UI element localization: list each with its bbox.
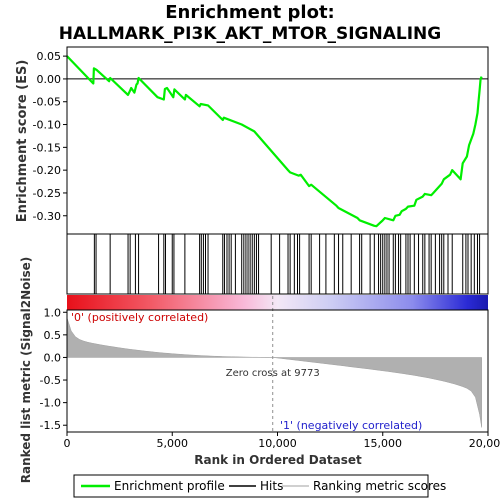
x-tick-label: 5,000 bbox=[157, 437, 189, 450]
metric-y-tick-label: -0.5 bbox=[40, 374, 61, 387]
es-y-tick-label: -0.25 bbox=[33, 187, 61, 200]
chart-title: Enrichment plot: bbox=[165, 2, 335, 23]
zero-cross-label: Zero cross at 9773 bbox=[226, 368, 320, 379]
negative-correlation-label: '1' (negatively correlated) bbox=[280, 419, 422, 432]
hits-panel bbox=[67, 234, 488, 294]
x-tick-label: 15,000 bbox=[364, 437, 403, 450]
es-y-tick-label: 0.05 bbox=[37, 50, 62, 63]
es-y-tick-label: -0.15 bbox=[33, 141, 61, 154]
x-tick-label: 0 bbox=[64, 437, 71, 450]
legend: Enrichment profile Hits Ranking metric s… bbox=[74, 475, 446, 497]
positive-correlation-label: '0' (positively correlated) bbox=[71, 311, 208, 324]
es-y-axis-label: Enrichment score (ES) bbox=[15, 60, 30, 223]
legend-label-metric: Ranking metric scores bbox=[313, 479, 446, 493]
es-y-tick-label: 0.00 bbox=[37, 73, 62, 86]
rank-color-bar bbox=[67, 295, 488, 310]
es-y-tick-label: -0.10 bbox=[33, 119, 61, 132]
metric-y-tick-label: 0.0 bbox=[44, 351, 62, 364]
x-tick-label: 20,000 bbox=[469, 437, 500, 450]
metric-y-axis-label: Ranked list metric (Signal2Noise) bbox=[19, 257, 33, 484]
es-plot-area bbox=[67, 47, 488, 234]
metric-y-tick-label: 0.5 bbox=[44, 329, 62, 342]
es-y-tick-label: -0.05 bbox=[33, 96, 61, 109]
es-y-tick-label: -0.30 bbox=[33, 210, 61, 223]
metric-panel: Zero cross at 9773 '0' (positively corre… bbox=[40, 296, 488, 432]
es-panel: 0.05 0.00 -0.05 -0.10 -0.15 -0.20 -0.25 -0.30 bbox=[33, 47, 488, 234]
legend-label-hits: Hits bbox=[260, 479, 283, 493]
legend-label-enrichment: Enrichment profile bbox=[114, 479, 225, 493]
x-axis-label: Rank in Ordered Dataset bbox=[194, 453, 362, 467]
x-tick-label: 10,000 bbox=[258, 437, 297, 450]
metric-y-tick-label: -1.0 bbox=[40, 397, 61, 410]
metric-y-tick-label: -1.5 bbox=[40, 419, 61, 432]
metric-y-tick-label: 1.0 bbox=[44, 306, 62, 319]
es-y-tick-label: -0.20 bbox=[33, 164, 61, 177]
chart-subtitle: HALLMARK_PI3K_AKT_MTOR_SIGNALING bbox=[59, 24, 441, 44]
